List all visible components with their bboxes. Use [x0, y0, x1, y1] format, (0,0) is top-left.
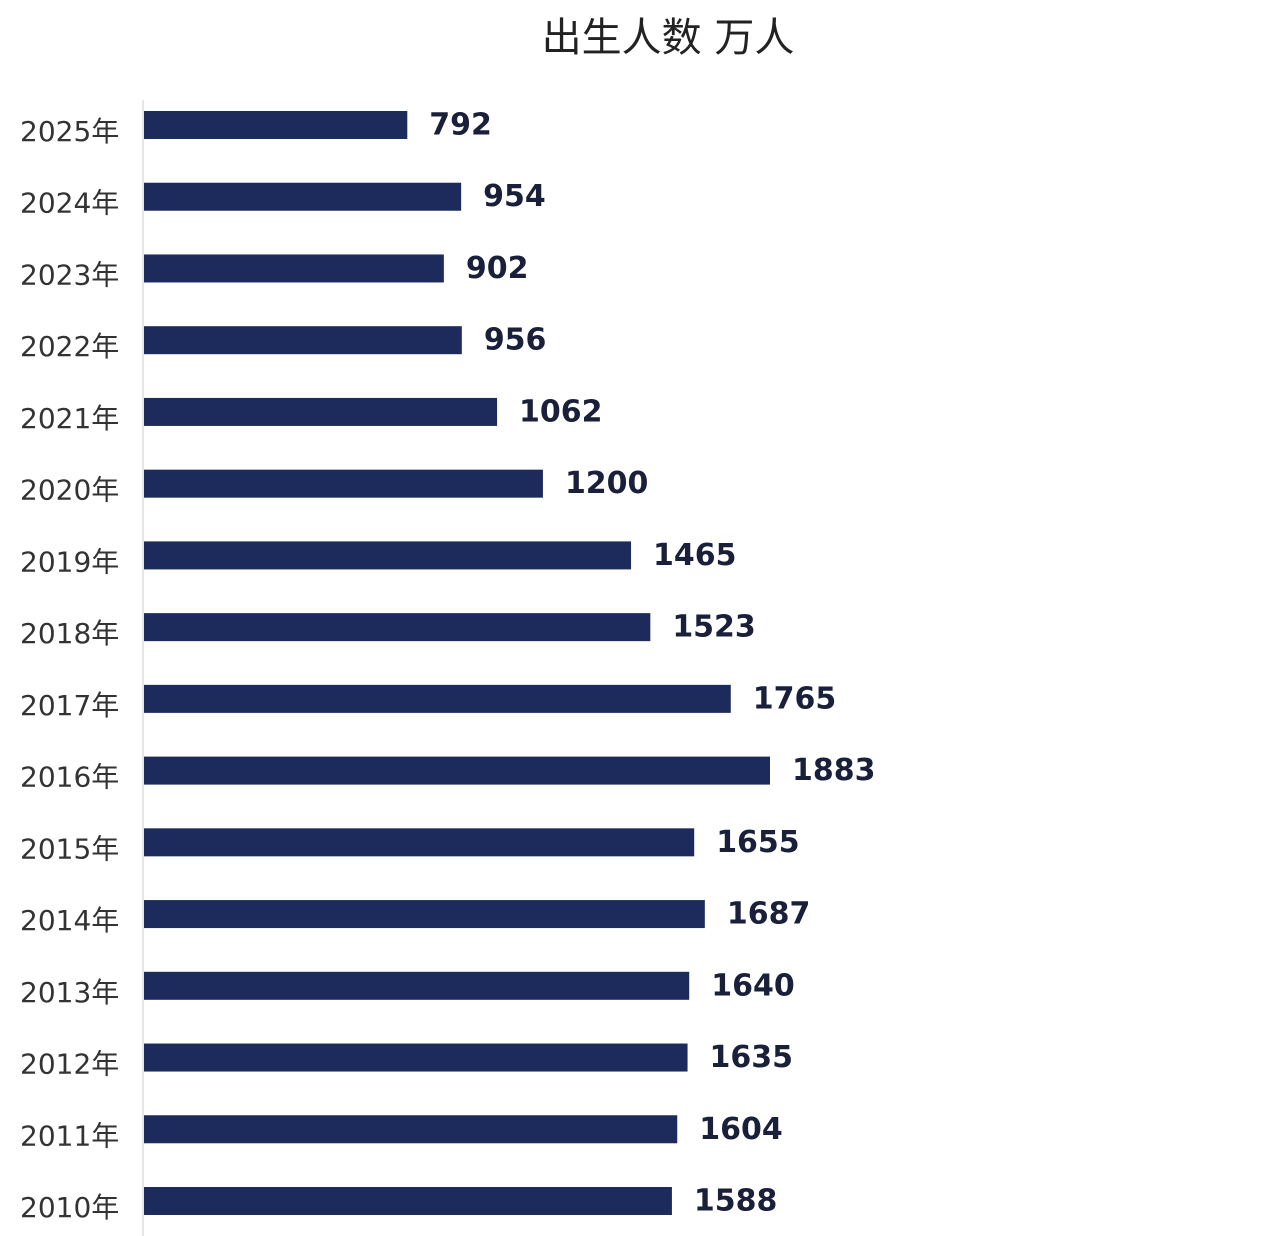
value-label: 1635 — [710, 1040, 794, 1075]
y-tick-label: 2010年 — [20, 1191, 119, 1224]
bar — [144, 111, 408, 139]
value-label: 954 — [483, 179, 546, 214]
y-tick-label: 2013年 — [20, 976, 119, 1009]
value-label: 1765 — [753, 681, 837, 716]
bar — [144, 1115, 678, 1144]
chart-title: 出生人数 万人 — [542, 15, 795, 61]
value-label: 1523 — [672, 610, 756, 645]
y-tick-label: 2024年 — [20, 187, 119, 220]
y-tick-label: 2021年 — [20, 402, 119, 435]
value-label: 956 — [484, 323, 547, 358]
value-label: 902 — [466, 251, 529, 286]
bar — [144, 900, 705, 929]
value-label: 1604 — [699, 1112, 783, 1147]
bar — [144, 828, 695, 857]
y-tick-label: 2015年 — [20, 832, 119, 865]
bar — [144, 756, 770, 785]
bar — [144, 326, 462, 355]
value-label: 1062 — [519, 394, 603, 429]
value-label: 1588 — [694, 1184, 778, 1219]
y-tick-label: 2016年 — [20, 761, 119, 794]
value-label: 1465 — [653, 538, 737, 573]
y-tick-label: 2011年 — [20, 1119, 119, 1152]
y-tick-label: 2022年 — [20, 330, 119, 363]
value-label: 1655 — [716, 825, 800, 860]
y-tick-label: 2012年 — [20, 1048, 119, 1081]
value-label: 792 — [429, 108, 492, 143]
bar — [144, 541, 632, 570]
bar — [144, 1187, 672, 1215]
value-label: 1200 — [565, 466, 649, 501]
bar — [144, 397, 498, 426]
value-label: 1640 — [711, 968, 795, 1003]
bar — [144, 182, 462, 211]
bar — [144, 684, 731, 713]
bar — [144, 254, 444, 283]
value-label: 1883 — [792, 753, 876, 788]
y-tick-label: 2017年 — [20, 689, 119, 722]
y-tick-label: 2019年 — [20, 545, 119, 578]
bar — [144, 469, 543, 498]
y-tick-label: 2020年 — [20, 474, 119, 507]
bar — [144, 613, 651, 642]
bar — [144, 971, 690, 1000]
bar — [144, 1043, 688, 1072]
y-tick-label: 2018年 — [20, 617, 119, 650]
value-label: 1687 — [727, 897, 811, 932]
y-tick-label: 2014年 — [20, 904, 119, 937]
y-tick-label: 2025年 — [20, 115, 119, 148]
y-tick-label: 2023年 — [20, 258, 119, 291]
